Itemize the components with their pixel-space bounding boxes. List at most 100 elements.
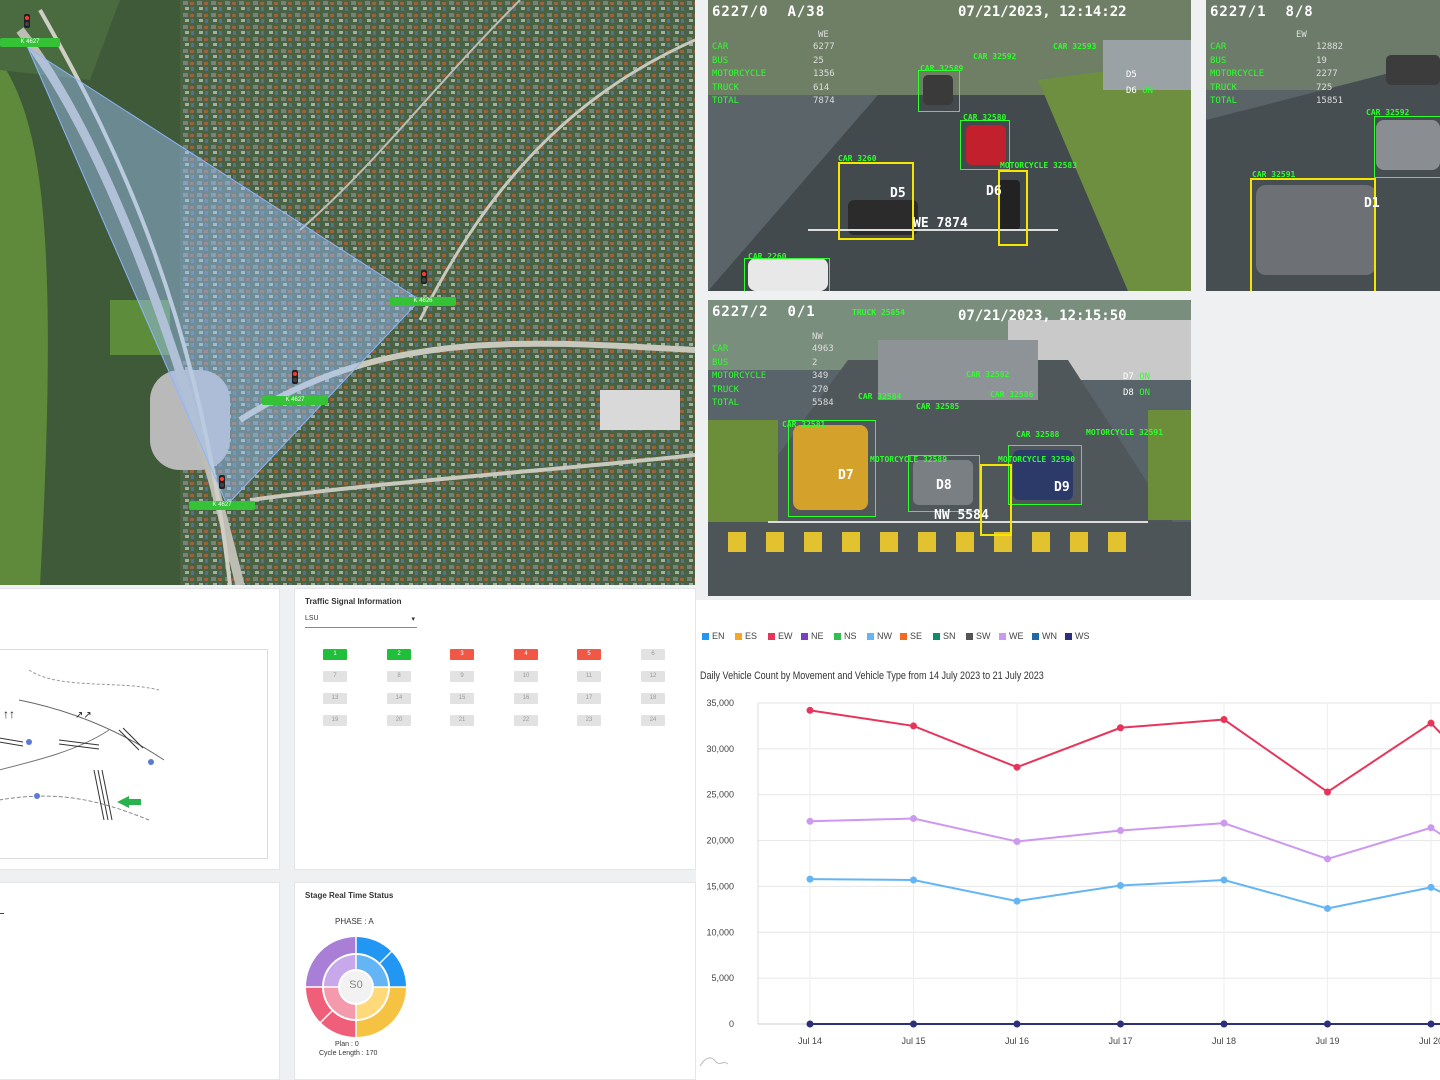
detector-label: D1 bbox=[1364, 196, 1380, 211]
data-point-nw bbox=[1427, 883, 1435, 891]
signal-group-6[interactable]: 6 bbox=[641, 649, 665, 660]
stat-value: 614 bbox=[813, 82, 830, 93]
camera-feed-2[interactable]: 6227/2 0/1 07/21/2023, 12:15:50 NW CAR 49… bbox=[708, 300, 1191, 596]
legend-label: WN bbox=[1042, 631, 1057, 641]
legend-label: SN bbox=[943, 631, 956, 641]
legend-item-we[interactable]: WE bbox=[999, 631, 1024, 641]
traffic-light-icon[interactable] bbox=[219, 475, 225, 489]
detector-box-d1[interactable] bbox=[1250, 178, 1376, 291]
satellite-map[interactable]: K 4627 K 4626 K 4627 K 4627 bbox=[0, 0, 695, 585]
stat-label: BUS bbox=[712, 357, 729, 368]
stat-value: 12882 bbox=[1316, 42, 1344, 52]
signal-group-19[interactable]: 19 bbox=[323, 715, 347, 726]
signal-group-17[interactable]: 17 bbox=[577, 693, 601, 704]
legend-item-nw[interactable]: NW bbox=[867, 631, 892, 641]
x-tick-label: Jul 19 bbox=[1315, 1036, 1339, 1046]
camera-direction: EW bbox=[1296, 30, 1307, 40]
panel-title: Traffic Signal Information bbox=[305, 597, 402, 606]
camera-timestamp: 07/21/2023, 12:14:22 bbox=[958, 4, 1127, 20]
signal-group-3[interactable]: 3 bbox=[450, 649, 474, 660]
legend-label: SE bbox=[910, 631, 923, 641]
signal-group-8[interactable]: 8 bbox=[387, 671, 411, 682]
signal-group-9[interactable]: 9 bbox=[450, 671, 474, 682]
legend-item-en[interactable]: EN bbox=[702, 631, 725, 641]
traffic-light-icon[interactable] bbox=[421, 270, 427, 284]
signal-group-5[interactable]: 5 bbox=[577, 649, 601, 660]
junction-label[interactable]: K 4626 bbox=[390, 297, 456, 306]
junction-label[interactable]: K 4627 bbox=[0, 38, 60, 47]
signal-group-4[interactable]: 4 bbox=[514, 649, 538, 660]
legend-item-ws[interactable]: WS bbox=[1065, 631, 1090, 641]
signal-group-13[interactable]: 13 bbox=[323, 693, 347, 704]
signal-group-16[interactable]: 16 bbox=[514, 693, 538, 704]
detector-box-nw[interactable] bbox=[980, 464, 1012, 536]
signal-group-24[interactable]: 24 bbox=[641, 715, 665, 726]
legend-swatch bbox=[999, 633, 1006, 640]
legend-item-sw[interactable]: SW bbox=[966, 631, 991, 641]
data-point-ws bbox=[1324, 1020, 1331, 1028]
legend-item-sn[interactable]: SN bbox=[933, 631, 956, 641]
data-point-we bbox=[1013, 837, 1021, 845]
stat-value: 15851 bbox=[1316, 96, 1344, 106]
data-point-nw bbox=[806, 875, 814, 883]
series-line-we bbox=[809, 817, 1440, 860]
stage-ring-chart[interactable] bbox=[304, 935, 408, 1039]
signal-group-1[interactable]: 1 bbox=[323, 649, 347, 660]
controller-select[interactable]: LSU ▾ bbox=[305, 615, 417, 628]
junction-label[interactable]: K 4627 bbox=[189, 501, 255, 510]
legend-item-es[interactable]: ES bbox=[735, 631, 757, 641]
signal-group-20[interactable]: 20 bbox=[387, 715, 411, 726]
traffic-light-icon[interactable] bbox=[292, 370, 298, 384]
y-tick-label: 20,000 bbox=[706, 836, 734, 846]
stat-label: MOTORCYCLE bbox=[712, 69, 767, 79]
panel-fragment-mark bbox=[0, 913, 4, 914]
signal-group-18[interactable]: 18 bbox=[641, 693, 665, 704]
series-line-nw bbox=[809, 878, 1440, 910]
stat-label: CAR bbox=[712, 344, 729, 354]
legend-item-se[interactable]: SE bbox=[900, 631, 922, 641]
stat-value: 2277 bbox=[1316, 69, 1338, 79]
traffic-light-icon[interactable] bbox=[24, 14, 30, 28]
intersection-drawing: ↑↑ ↗↗ bbox=[0, 669, 165, 821]
line-chart[interactable]: 0 5,000 10,000 15,000 20,000 25,000 30,000 35,0… bbox=[696, 680, 1440, 1080]
legend-item-ne[interactable]: NE bbox=[801, 631, 824, 641]
car-detection-box bbox=[1374, 116, 1440, 178]
detector-box-d6[interactable] bbox=[998, 170, 1028, 246]
vehicle-tag: CAR 2260 bbox=[748, 252, 787, 261]
stat-label: CAR bbox=[1210, 42, 1227, 52]
signal-group-21[interactable]: 21 bbox=[450, 715, 474, 726]
chart-resize-icon[interactable] bbox=[698, 1054, 738, 1068]
camera-feed-1[interactable]: 6227/1 8/8 EW CAR 12882 BUS 19 MOTORCYCLE 227… bbox=[1206, 0, 1440, 291]
y-tick-label: 30,000 bbox=[706, 744, 734, 754]
data-point-nw bbox=[1220, 876, 1228, 884]
junction-label[interactable]: K 4627 bbox=[262, 396, 328, 405]
signal-group-14[interactable]: 14 bbox=[387, 693, 411, 704]
signal-group-11[interactable]: 11 bbox=[577, 671, 601, 682]
legend-item-ew[interactable]: EW bbox=[768, 631, 793, 641]
vehicle-tag: CAR 32589 bbox=[920, 64, 964, 73]
x-tick-label: Jul 14 bbox=[798, 1036, 822, 1046]
car-detection-box bbox=[960, 120, 1010, 170]
legend-label: EW bbox=[778, 631, 793, 641]
signal-group-23[interactable]: 23 bbox=[577, 715, 601, 726]
vehicle-tag: MOTORCYCLE 32591 bbox=[1086, 428, 1164, 437]
signal-group-22[interactable]: 22 bbox=[514, 715, 538, 726]
legend-item-ns[interactable]: NS bbox=[834, 631, 857, 641]
intersection-diagram[interactable]: ↑↑ ↗↗ bbox=[0, 649, 268, 859]
signal-group-10[interactable]: 10 bbox=[514, 671, 538, 682]
stat-label: BUS bbox=[712, 55, 729, 66]
stat-value: 7874 bbox=[813, 96, 835, 106]
legend-item-wn[interactable]: WN bbox=[1032, 631, 1057, 641]
signal-group-7[interactable]: 7 bbox=[323, 671, 347, 682]
data-point-ws bbox=[1427, 1020, 1435, 1028]
signal-group-15[interactable]: 15 bbox=[450, 693, 474, 704]
legend-label: NE bbox=[811, 631, 824, 641]
detector-status-d8: D8 ON bbox=[1123, 388, 1151, 398]
camera-feed-0[interactable]: 6227/0 A/38 07/21/2023, 12:14:22 WE CAR 6… bbox=[708, 0, 1191, 291]
signal-group-2[interactable]: 2 bbox=[387, 649, 411, 660]
data-point-nw bbox=[910, 876, 917, 884]
detector-box-d5[interactable] bbox=[838, 162, 914, 240]
signal-group-12[interactable]: 12 bbox=[641, 671, 665, 682]
legend-label: SW bbox=[976, 631, 991, 641]
chart-title: Daily Vehicle Count by Movement and Vehi… bbox=[700, 670, 1044, 682]
